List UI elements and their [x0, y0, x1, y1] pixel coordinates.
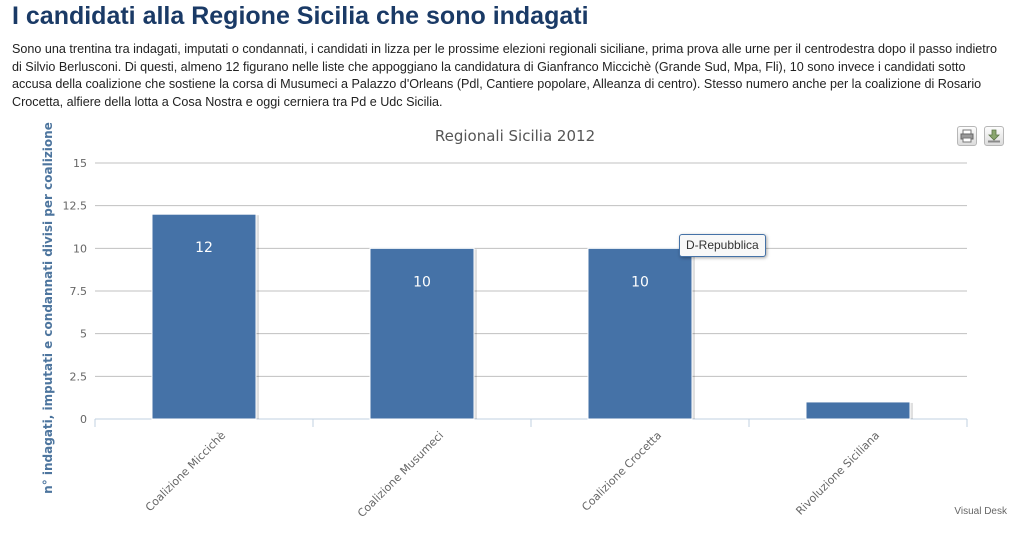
- export-button[interactable]: [984, 126, 1004, 146]
- x-category-label: Rivoluzione Siciliana: [793, 429, 882, 518]
- y-tick-label: 0: [80, 413, 87, 426]
- bar[interactable]: [151, 213, 257, 420]
- chart-container: 0 2.5 5 7.5 10 12.5 15 12 Coalizione Miccichè 10 C…: [0, 118, 1024, 552]
- credit-label: Visual Desk: [954, 506, 1007, 517]
- x-category-label: Coalizione Miccichè: [143, 429, 228, 514]
- y-tick-label: 10: [73, 242, 87, 255]
- y-tick-label: 5: [80, 328, 87, 341]
- y-tick-label: 7.5: [70, 285, 88, 298]
- intro-paragraph: Sono una trentina tra indagati, imputati…: [12, 42, 997, 109]
- bar[interactable]: [587, 247, 693, 420]
- print-button[interactable]: [957, 126, 977, 146]
- bar[interactable]: [369, 247, 475, 420]
- x-category-label: Coalizione Musumeci: [355, 429, 446, 520]
- chart-tooltip: D-Repubblica: [679, 234, 766, 257]
- printer-icon: [960, 129, 974, 143]
- y-tick-label: 15: [73, 157, 87, 170]
- bar-data-label: 10: [631, 274, 649, 290]
- download-icon: [988, 129, 1000, 143]
- y-axis-title: n° indagati, imputati e condannati divis…: [41, 122, 55, 494]
- bar[interactable]: [805, 401, 911, 420]
- bar-data-label: 12: [195, 240, 213, 256]
- y-tick-label: 12.5: [63, 200, 88, 213]
- y-tick-label: 2.5: [70, 370, 88, 383]
- bar-chart: 0 2.5 5 7.5 10 12.5 15 12 Coalizione Miccichè 10 C…: [41, 122, 968, 520]
- x-category-label: Coalizione Crocetta: [579, 429, 664, 514]
- chart-title: Regionali Sicilia 2012: [435, 127, 595, 145]
- bar-data-label: 10: [413, 274, 431, 290]
- page-title: I candidati alla Regione Sicilia che son…: [12, 2, 589, 30]
